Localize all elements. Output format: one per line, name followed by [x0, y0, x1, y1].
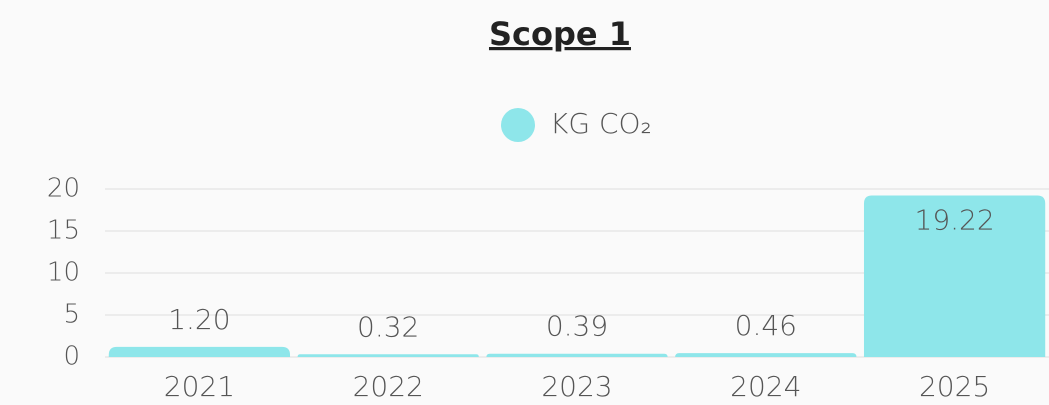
y-tick-label: 5 — [63, 300, 80, 330]
x-tick-label: 2021 — [164, 370, 235, 403]
x-tick-label: 2024 — [730, 370, 801, 403]
value-label: 19.22 — [915, 204, 995, 237]
value-label: 0.32 — [357, 310, 419, 343]
bar — [486, 353, 668, 357]
x-tick-label: 2023 — [541, 370, 612, 403]
legend-label: KG CO₂ — [550, 107, 652, 140]
y-tick-label: 15 — [47, 216, 80, 246]
bar — [863, 195, 1046, 357]
x-tick-label: 2022 — [353, 370, 424, 403]
bar — [108, 346, 291, 357]
y-tick-label: 20 — [47, 174, 80, 204]
value-label: 0.39 — [546, 310, 608, 343]
value-label: 1.20 — [168, 303, 230, 336]
legend-marker — [501, 108, 535, 142]
y-tick-label: 0 — [63, 342, 80, 372]
bar — [297, 354, 479, 357]
value-label: 0.46 — [735, 309, 797, 342]
y-tick-label: 10 — [47, 258, 80, 288]
chart-title: Scope 1 — [489, 15, 631, 53]
bar — [675, 353, 857, 357]
x-tick-label: 2025 — [919, 370, 990, 403]
